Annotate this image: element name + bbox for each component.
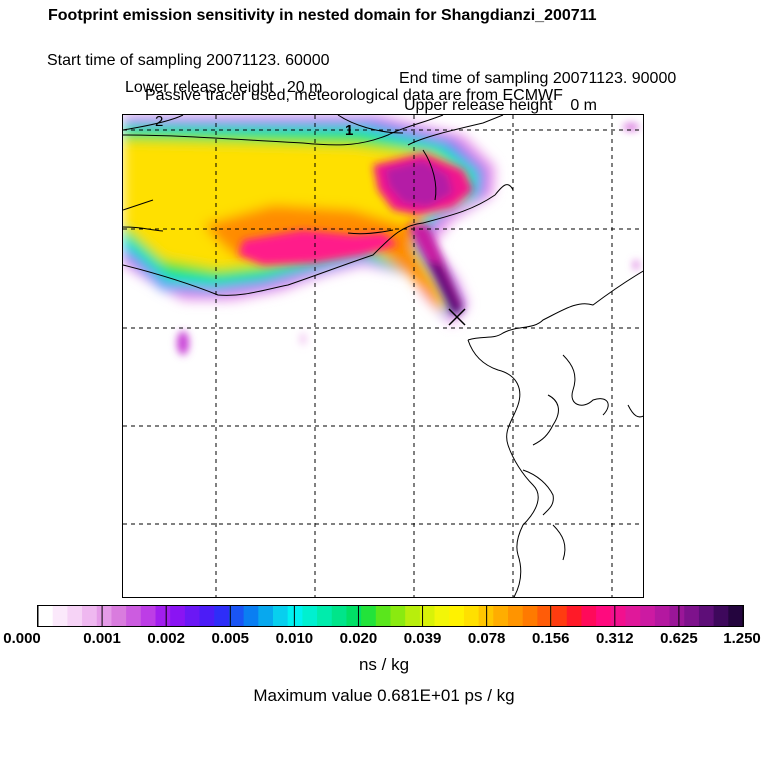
- colorbar-swatch: [126, 606, 142, 626]
- colorbar-swatch: [140, 606, 157, 626]
- release-height-row: Lower release height 20 m Upper release …: [0, 61, 768, 115]
- colorbar-swatch: [390, 606, 406, 626]
- colorbar-swatch: [405, 606, 421, 626]
- colorbar-swatch: [287, 606, 303, 626]
- colorbar-swatch: [625, 606, 641, 626]
- colorbar-swatch: [522, 606, 538, 626]
- sensitivity-field: [123, 115, 495, 325]
- release-point-number-label: 1: [345, 122, 353, 139]
- colorbar-swatch: [640, 606, 656, 626]
- colorbar-tick-label: 0.312: [596, 630, 634, 647]
- colorbar-swatch: [508, 606, 524, 626]
- maximum-value-label: Maximum value 0.681E+01 ps / kg: [253, 686, 515, 705]
- colorbar-tick-label: 0.156: [531, 630, 570, 647]
- colorbar-swatch: [537, 606, 553, 626]
- plot-title: Footprint emission sensitivity in nested…: [48, 7, 597, 24]
- end-time-label: End time of sampling 20071123. 90000: [399, 70, 677, 87]
- tracer-note: Passive tracer used, meteorological data…: [145, 87, 563, 104]
- isolated-patches: [177, 123, 639, 355]
- release-point-marker: [448, 308, 466, 326]
- colorbar-swatch: [493, 606, 509, 626]
- map-canvas: 1 2: [123, 115, 643, 597]
- colorbar-swatch: [243, 606, 259, 626]
- colorbar-swatch: [684, 606, 700, 626]
- colorbar-swatch: [581, 606, 597, 626]
- core-pink-west: [238, 230, 398, 265]
- colorbar-swatch: [361, 606, 377, 626]
- colorbar-swatch: [463, 606, 480, 626]
- upper-release-height-label: Upper release height 0 m: [404, 97, 597, 114]
- colorbar-swatch: [552, 606, 568, 626]
- colorbar-swatch: [228, 606, 245, 626]
- colorbar-swatch: [199, 606, 215, 626]
- colorbar-swatch: [654, 606, 671, 626]
- colorbar-tick-label: 1.250: [723, 630, 761, 647]
- footprint-map: 1 2: [122, 114, 644, 598]
- contour-number-label: 2: [155, 115, 163, 130]
- colorbar-tick-label: 0.005: [211, 630, 250, 647]
- colorbar-tick-label: 0.020: [339, 630, 378, 647]
- colorbar: [37, 605, 744, 627]
- colorbar-swatches: [38, 606, 744, 626]
- colorbar-swatch: [434, 606, 450, 626]
- patch-2: [300, 333, 306, 345]
- colorbar-swatch: [713, 606, 729, 626]
- colorbar-swatch: [669, 606, 685, 626]
- patch-3: [623, 123, 639, 131]
- colorbar-swatch: [302, 606, 318, 626]
- sampling-time-row: Start time of sampling 20071123. 60000 E…: [0, 34, 768, 88]
- colorbar-swatch: [273, 606, 289, 626]
- colorbar-tick-label: 0.078: [467, 630, 506, 647]
- colorbar-swatch: [170, 606, 186, 626]
- plume-layer-orange: [203, 205, 445, 308]
- colorbar-swatch: [52, 606, 68, 626]
- colorbar-swatch: [38, 606, 54, 626]
- colorbar-swatch: [566, 606, 583, 626]
- colorbar-swatch: [317, 606, 333, 626]
- colorbar-swatch: [258, 606, 274, 626]
- colorbar-swatch: [111, 606, 127, 626]
- sensitivity-core: [238, 153, 473, 315]
- patch-4: [633, 260, 639, 270]
- colorbar-swatch: [728, 606, 744, 626]
- colorbar-tick-label: 0.039: [403, 630, 442, 647]
- graticule: [123, 115, 643, 597]
- colorbar-swatch: [449, 606, 465, 626]
- colorbar-units-label: ns / kg: [358, 655, 410, 674]
- colorbar-tick-label: 0.010: [275, 630, 314, 647]
- core-corridor-dark: [428, 260, 463, 315]
- colorbar-tick-label: 0.002: [147, 630, 185, 647]
- colorbar-swatch: [214, 606, 230, 626]
- colorbar-swatch: [155, 606, 171, 626]
- colorbar-swatch: [82, 606, 98, 626]
- colorbar-swatch: [184, 606, 201, 626]
- colorbar-swatch: [346, 606, 362, 626]
- colorbar-swatch: [698, 606, 715, 626]
- colorbar-swatch: [610, 606, 627, 626]
- coastlines: [123, 115, 643, 597]
- colorbar-swatch: [375, 606, 392, 626]
- colorbar-swatch: [596, 606, 612, 626]
- patch-1: [177, 331, 189, 355]
- start-time-label: Start time of sampling 20071123. 60000: [47, 52, 330, 69]
- colorbar-swatch: [331, 606, 348, 626]
- colorbar-tick-label: 0.000: [3, 630, 41, 647]
- colorbar-swatch: [96, 606, 113, 626]
- colorbar-swatch: [419, 606, 436, 626]
- lower-release-height-label: Lower release height 20 m: [125, 79, 323, 96]
- colorbar-swatch: [67, 606, 83, 626]
- colorbar-tick-label: 0.625: [660, 630, 698, 647]
- colorbar-tick-label: 0.001: [83, 630, 121, 647]
